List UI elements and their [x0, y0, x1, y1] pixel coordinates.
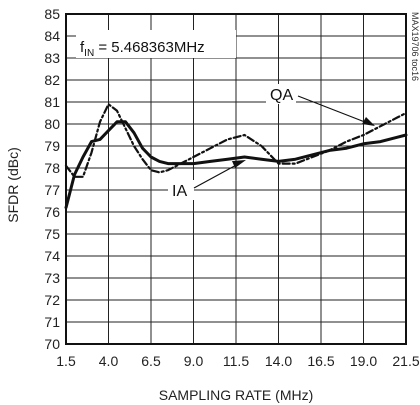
y-tick-label: 73 — [44, 270, 60, 286]
annotation-background — [76, 30, 236, 58]
qa-label-background — [266, 84, 296, 104]
x-tick-label: 16.5 — [307, 353, 334, 369]
y-axis-label: SFDR (dBc) — [5, 147, 21, 222]
y-tick-label: 78 — [44, 160, 60, 176]
x-tick-label: 11.5 — [223, 353, 249, 369]
ia-pointer-arrow — [232, 160, 246, 168]
qa-pointer-line — [297, 95, 371, 125]
y-tick-label: 70 — [44, 336, 60, 352]
series-lines — [64, 103, 408, 210]
x-tick-label: 4.0 — [99, 353, 119, 369]
y-tick-label: 83 — [44, 50, 60, 66]
y-tick-label: 85 — [44, 6, 60, 22]
qa-pointer-arrow — [362, 117, 375, 126]
x-tick-label: 14.0 — [265, 353, 292, 369]
x-tick-label: 6.5 — [141, 353, 161, 369]
y-tick-label: 77 — [44, 182, 60, 198]
x-tick-label: 1.5 — [56, 353, 76, 369]
y-tick-label: 80 — [44, 116, 60, 132]
y-tick-label: 81 — [44, 94, 60, 110]
grid — [65, 13, 407, 345]
y-tick-label: 75 — [44, 226, 60, 242]
x-tick-label: 19.0 — [350, 353, 377, 369]
qa-label: QA — [270, 87, 293, 104]
y-tick-label: 76 — [44, 204, 60, 220]
x-tick-label: 9.0 — [184, 353, 204, 369]
y-tick-label: 72 — [44, 292, 60, 308]
x-axis-label: SAMPLING RATE (MHz) — [159, 387, 314, 403]
series-line-qa — [64, 103, 408, 178]
y-tick-label: 74 — [44, 248, 60, 264]
ia-label-background — [168, 180, 194, 200]
x-tick-label: 21.5 — [392, 353, 419, 369]
y-tick-labels: 70 71 72 73 74 75 76 77 78 79 80 81 82 83 84 85 — [44, 6, 60, 352]
x-tick-labels: 1.5 4.0 6.5 9.0 11.5 14.0 16.5 19.0 21.5 — [56, 353, 420, 369]
ia-pointer-line — [193, 162, 241, 189]
series-line-ia — [64, 120, 408, 210]
y-tick-label: 71 — [44, 314, 60, 330]
y-tick-label: 79 — [44, 138, 60, 154]
ia-label: IA — [172, 183, 187, 200]
fin-annotation: fIN = 5.468363MHz — [80, 39, 205, 59]
plot-frame — [65, 13, 407, 345]
y-tick-label: 84 — [44, 28, 60, 44]
figure-id-watermark: MAX19706 toc16 — [410, 12, 420, 81]
y-tick-label: 82 — [44, 72, 60, 88]
